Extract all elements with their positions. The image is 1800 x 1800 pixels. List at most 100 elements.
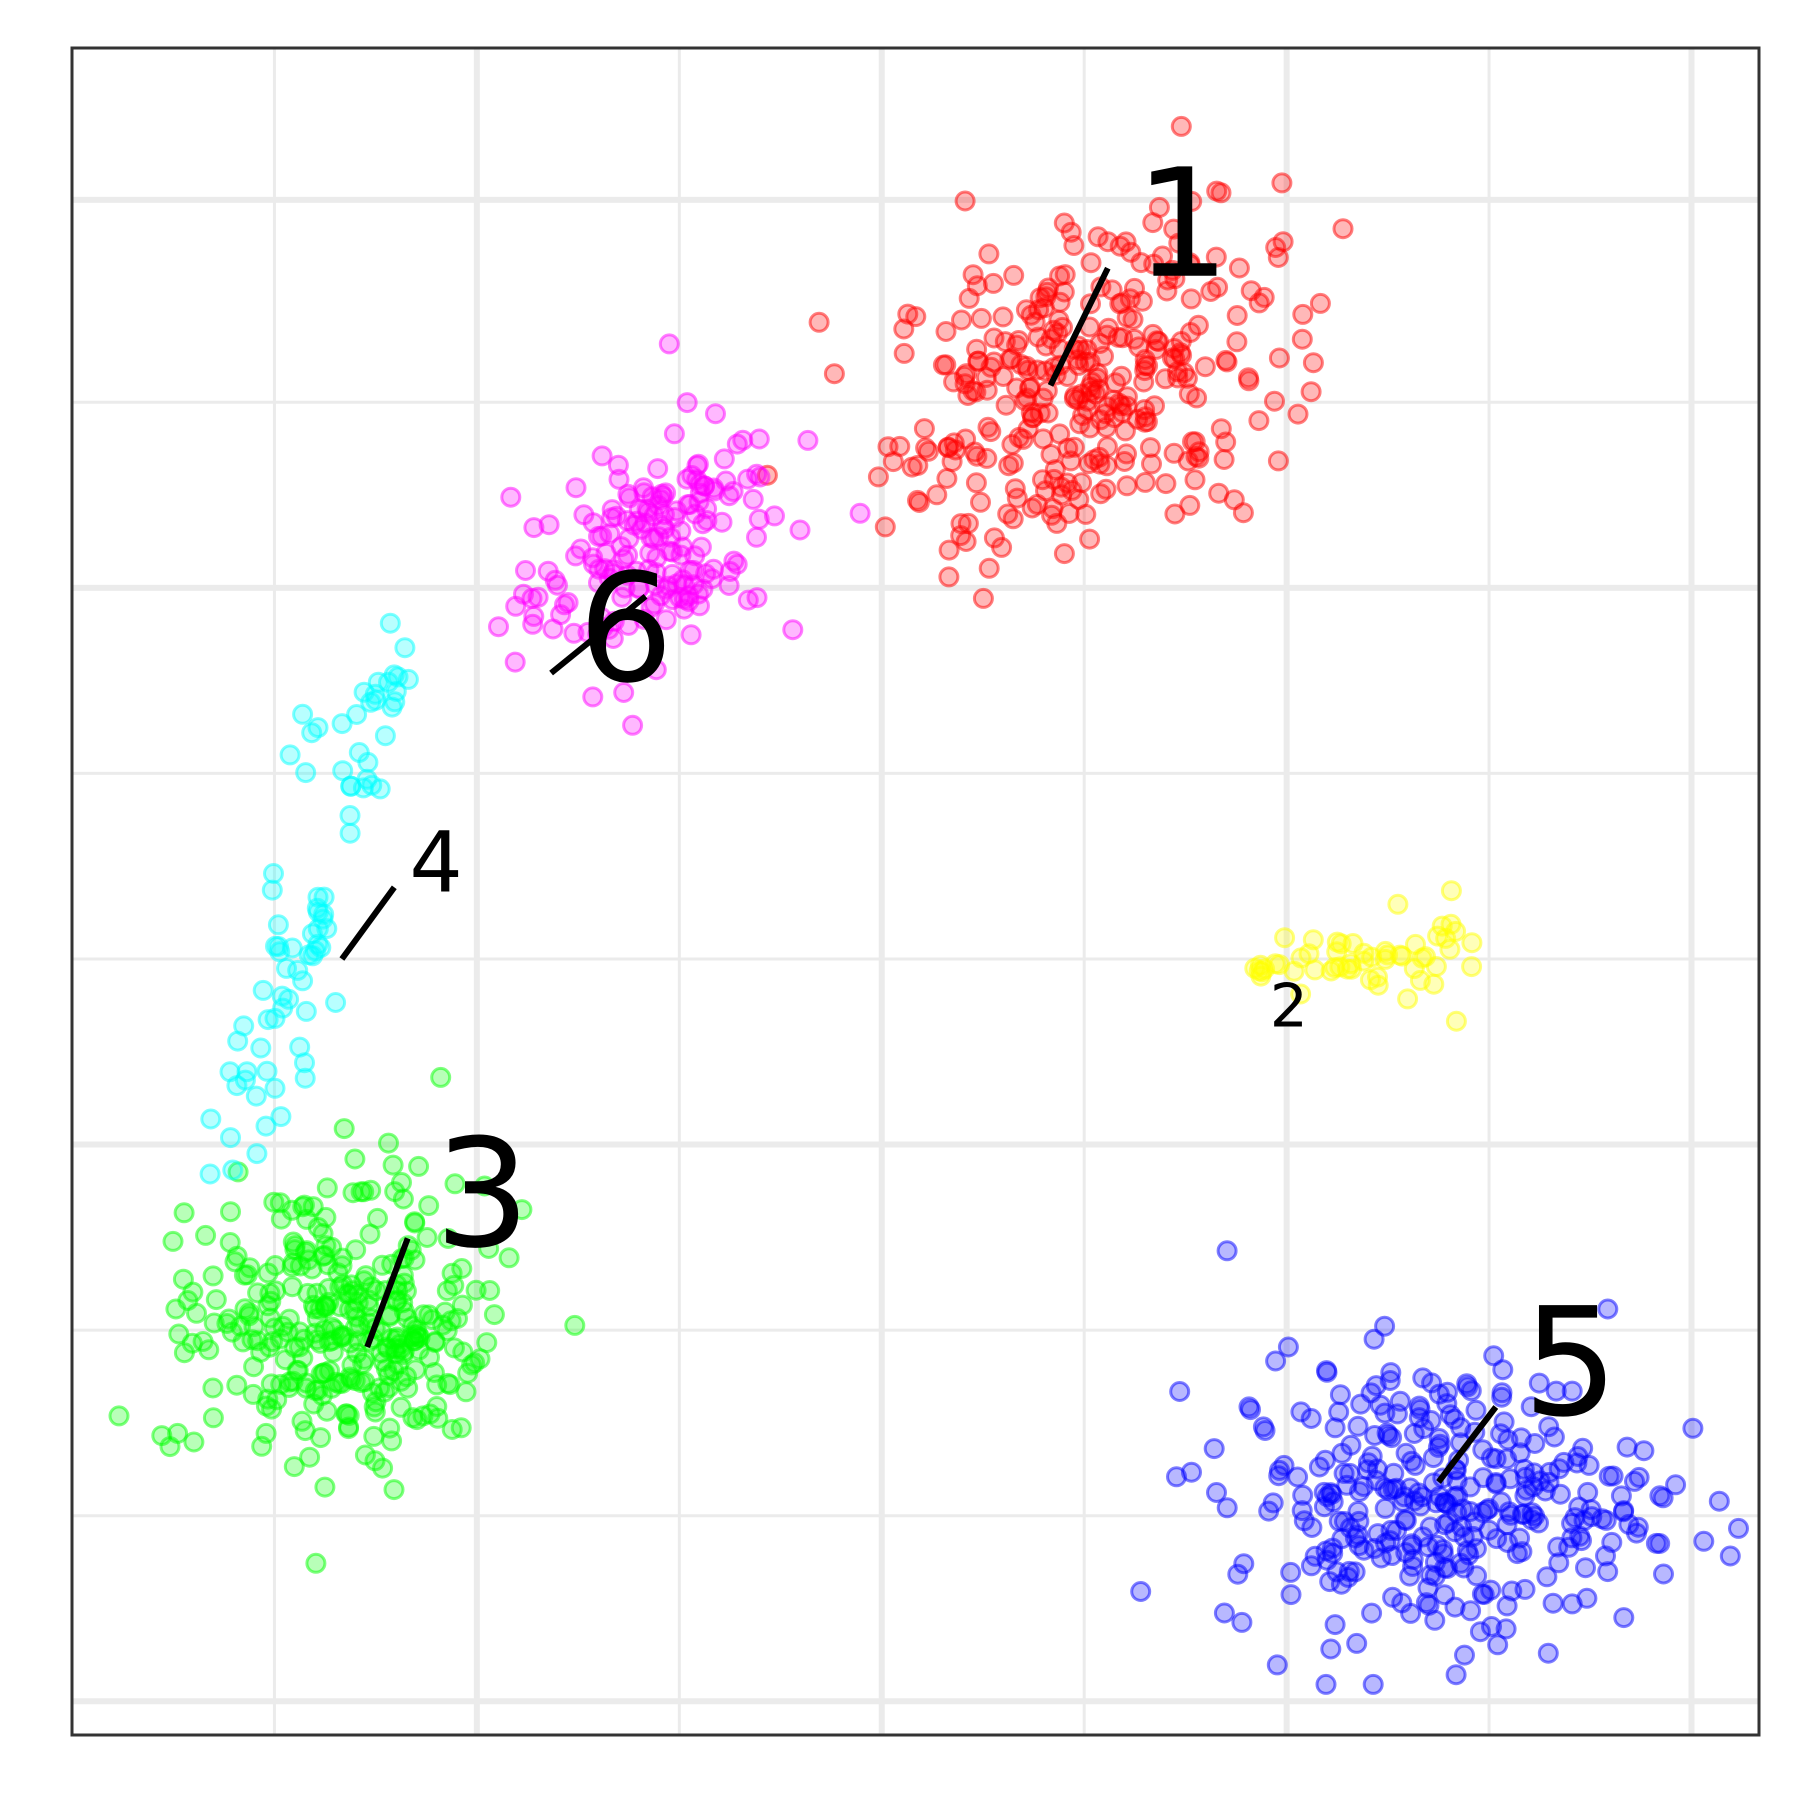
data-point-cluster-1 <box>1170 115 1192 137</box>
data-point-cluster-5 <box>1402 1555 1424 1577</box>
data-point-cluster-3 <box>424 1330 446 1352</box>
data-point-cluster-6 <box>689 473 711 495</box>
data-point-cluster-1 <box>1228 257 1250 279</box>
data-point-cluster-5 <box>1366 1458 1388 1480</box>
data-point-cluster-5 <box>1465 1399 1487 1421</box>
data-point-cluster-1 <box>1141 453 1162 475</box>
data-point-cluster-6 <box>613 682 635 703</box>
data-point-cluster-1 <box>1006 334 1028 356</box>
data-point-cluster-5 <box>1213 1602 1235 1624</box>
data-point-cluster-5 <box>1728 1517 1749 1539</box>
data-point-cluster-3 <box>347 1292 369 1313</box>
data-point-cluster-6 <box>622 714 644 736</box>
data-point-cluster-3 <box>278 1308 300 1330</box>
data-point-cluster-5 <box>1227 1563 1249 1585</box>
data-point-cluster-1 <box>983 327 1005 349</box>
data-point-cluster-5 <box>1598 1465 1620 1487</box>
data-point-cluster-5 <box>1265 1350 1287 1372</box>
data-point-cluster-2 <box>1244 957 1266 979</box>
data-point-cluster-3 <box>310 1427 332 1449</box>
data-point-cluster-5 <box>1412 1367 1434 1389</box>
data-point-cluster-5 <box>1626 1522 1647 1544</box>
data-point-cluster-1 <box>1152 245 1173 267</box>
data-point-cluster-5 <box>1536 1566 1558 1588</box>
data-point-cluster-1 <box>1122 309 1144 330</box>
data-point-cluster-5 <box>1216 1240 1238 1262</box>
data-point-cluster-6 <box>522 613 544 635</box>
data-point-cluster-3 <box>498 1247 520 1269</box>
data-point-cluster-3 <box>360 1179 382 1201</box>
data-point-cluster-3 <box>305 1552 327 1574</box>
data-point-cluster-4 <box>295 1000 317 1022</box>
data-point-cluster-1 <box>905 306 927 328</box>
data-point-cluster-4 <box>339 805 361 826</box>
data-point-cluster-5 <box>1324 1417 1346 1439</box>
data-point-cluster-3 <box>284 1235 306 1257</box>
data-point-cluster-6 <box>573 504 595 526</box>
data-point-cluster-3 <box>316 1177 338 1199</box>
data-point-cluster-5 <box>1469 1621 1491 1643</box>
data-point-cluster-3 <box>363 1396 385 1418</box>
data-point-cluster-6 <box>711 511 733 533</box>
data-point-cluster-1 <box>966 445 988 467</box>
data-point-cluster-5 <box>1481 1616 1502 1637</box>
data-point-cluster-1 <box>1226 305 1248 326</box>
data-point-cluster-6 <box>686 455 708 477</box>
data-point-cluster-3 <box>173 1202 195 1224</box>
data-point-cluster-1 <box>1205 246 1227 268</box>
data-point-cluster-1 <box>1079 528 1101 550</box>
data-point-cluster-1 <box>1049 291 1071 313</box>
data-point-cluster-3 <box>342 1182 364 1204</box>
data-point-cluster-5 <box>1268 1465 1290 1487</box>
data-point-cluster-5 <box>1348 1535 1370 1557</box>
data-point-cluster-5 <box>1301 1517 1323 1538</box>
data-point-cluster-1 <box>1047 322 1068 344</box>
data-point-cluster-5 <box>1410 1495 1431 1517</box>
data-point-cluster-1 <box>1044 459 1066 481</box>
data-point-cluster-3 <box>224 1251 246 1273</box>
data-point-cluster-5 <box>1203 1438 1225 1460</box>
plot-border <box>70 46 1761 1737</box>
data-point-cluster-3 <box>296 1208 318 1230</box>
data-point-cluster-1 <box>1240 280 1262 302</box>
data-point-cluster-6 <box>748 508 770 530</box>
data-point-cluster-1 <box>1072 405 1094 426</box>
data-point-cluster-1 <box>970 491 991 513</box>
plot-background <box>72 48 1759 1735</box>
data-point-cluster-3 <box>455 1381 477 1403</box>
data-point-cluster-3 <box>236 1264 258 1286</box>
data-point-cluster-1 <box>1181 190 1203 212</box>
data-point-cluster-6 <box>607 454 629 476</box>
label-connector-1 <box>1047 266 1111 387</box>
data-point-cluster-1 <box>1292 303 1314 325</box>
data-point-cluster-1 <box>935 321 957 342</box>
data-point-cluster-5 <box>1649 1485 1671 1507</box>
data-point-cluster-3 <box>183 1431 205 1453</box>
data-point-cluster-4 <box>279 744 301 766</box>
data-point-cluster-4 <box>379 612 401 634</box>
data-point-cluster-5 <box>1496 1595 1518 1617</box>
data-point-cluster-5 <box>1465 1538 1487 1560</box>
data-point-cluster-3 <box>383 1479 405 1501</box>
data-point-cluster-3 <box>314 1476 336 1498</box>
data-point-cluster-3 <box>404 1211 426 1233</box>
data-point-cluster-5 <box>1553 1451 1575 1473</box>
data-point-cluster-5 <box>1601 1531 1623 1553</box>
data-point-cluster-5 <box>1280 1584 1302 1606</box>
data-point-cluster-6 <box>719 561 741 582</box>
data-point-cluster-5 <box>1280 1561 1302 1583</box>
data-point-cluster-5 <box>1277 1336 1299 1358</box>
data-point-cluster-3 <box>238 1302 260 1324</box>
data-point-cluster-1 <box>1215 431 1237 453</box>
data-point-cluster-1 <box>1015 299 1037 321</box>
data-point-cluster-5 <box>1315 1540 1337 1562</box>
cluster-label-3: 3 <box>435 1108 530 1282</box>
data-point-cluster-1 <box>1136 411 1158 433</box>
data-point-cluster-6 <box>547 574 568 596</box>
data-point-cluster-6 <box>515 560 536 581</box>
data-point-cluster-4 <box>219 1061 241 1083</box>
data-point-cluster-1 <box>1309 292 1331 314</box>
data-point-cluster-5 <box>1337 1566 1359 1588</box>
data-point-cluster-5 <box>1395 1442 1417 1464</box>
data-point-cluster-2 <box>1423 973 1445 995</box>
